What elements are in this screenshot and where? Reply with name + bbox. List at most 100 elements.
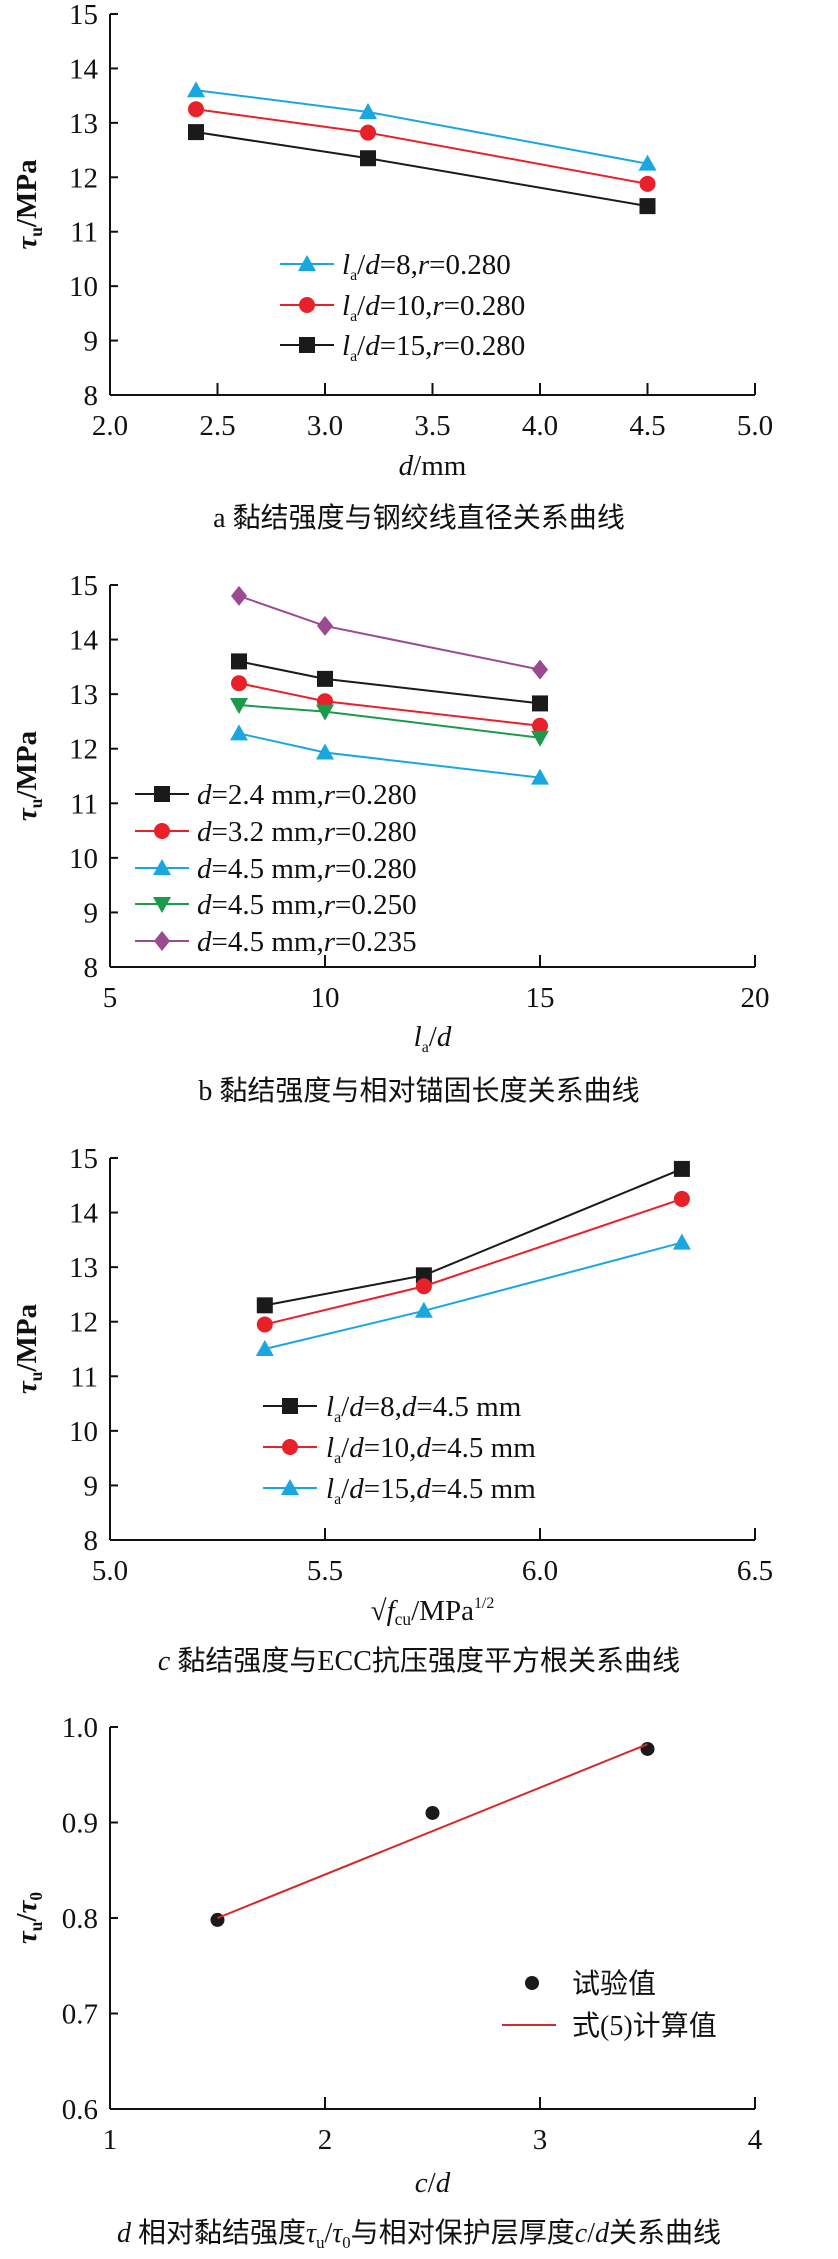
y-tick-label: 10	[69, 271, 98, 303]
circle-marker	[299, 297, 315, 313]
circle-marker	[415, 1278, 432, 1295]
series-2	[230, 724, 549, 785]
x-tick-label: 2	[318, 2124, 333, 2156]
square-marker	[282, 1398, 298, 1414]
triangle-marker	[638, 154, 657, 171]
series-1	[256, 1190, 690, 1333]
triangle-down-marker	[230, 698, 248, 715]
x-tick-label: 10	[311, 982, 340, 1014]
legend-label: la​/d=15,d=4.5 mm	[326, 1473, 536, 1508]
y-tick-label: 8	[84, 1525, 99, 1557]
circle-marker	[425, 1805, 440, 1820]
x-tick-label: 3.5	[414, 410, 450, 442]
series-0	[256, 1160, 690, 1314]
square-marker	[639, 198, 656, 215]
square-marker	[299, 337, 315, 353]
legend-label: la​/d=15,r=0.280	[342, 330, 525, 365]
legend-label: 式(5)计算值	[572, 2010, 717, 2042]
chart-a: 8 9 10 11 12 13 14 15 2.0 2.5 3.0 3.5 4.0 4.5 5.0 d/mm τ…	[11, 0, 773, 534]
legend-item: d=2.4 mm,r=0.280	[135, 779, 417, 811]
x-axis-label: d/mm	[399, 450, 467, 482]
x-tick-label: 5.5	[307, 1555, 343, 1587]
series-line	[238, 594, 541, 671]
y-tick-label: 10	[69, 1416, 98, 1448]
circle-marker	[188, 101, 204, 118]
circle-marker	[673, 1190, 690, 1207]
x-axis-label: la​/d	[414, 1021, 452, 1056]
legend-label: d=3.2 mm,r=0.280	[197, 816, 417, 848]
legend-label: d=4.5 mm,r=0.250	[197, 889, 417, 921]
legend-label: 试验值	[572, 1968, 656, 2000]
x-tick-label: 3	[533, 2124, 548, 2156]
square-marker	[154, 786, 170, 802]
legend-label: la​/d=10,d=4.5 mm	[326, 1432, 536, 1467]
y-tick-label: 11	[70, 217, 98, 249]
y-tick-label: 12	[69, 1307, 98, 1339]
legend-label: d=2.4 mm,r=0.280	[197, 779, 417, 811]
y-tick-label: 9	[84, 326, 99, 358]
x-tick-label: 5	[103, 982, 118, 1014]
legend-item: 试验值	[525, 1968, 656, 2000]
y-tick-label: 14	[69, 53, 99, 85]
square-marker	[256, 1297, 273, 1314]
series-0	[210, 1741, 655, 1927]
y-tick-label: 13	[69, 108, 98, 140]
y-tick-label: 14	[69, 1198, 99, 1230]
diamond-marker	[231, 585, 247, 606]
series-1	[188, 101, 656, 192]
legend-item: d=4.5 mm,r=0.235	[135, 926, 417, 958]
x-tick-label: 4.0	[522, 410, 558, 442]
x-tick-label: 1	[103, 2124, 118, 2156]
circle-marker	[360, 124, 376, 141]
chart-caption: c 黏结强度与ECC抗压强度平方根关系曲线	[158, 1645, 680, 1677]
series-line	[238, 660, 541, 705]
y-axis-label: τu​/MPa	[11, 1303, 46, 1394]
y-tick-label: 13	[69, 1252, 98, 1284]
y-tick-label: 0.7	[62, 1999, 98, 2031]
y-tick-label: 8	[84, 380, 99, 412]
triangle-marker	[281, 1479, 299, 1495]
triangle-marker	[414, 1301, 433, 1318]
x-tick-label: 6.0	[522, 1555, 558, 1587]
y-tick-label: 1.0	[62, 1712, 98, 1744]
series-line	[238, 732, 541, 779]
legend-item: d=4.5 mm,r=0.250	[135, 889, 417, 921]
square-marker	[532, 695, 548, 712]
circle-marker	[640, 1741, 655, 1756]
chart-caption: b 黏结强度与相对锚固长度关系曲线	[198, 1075, 639, 1107]
x-tick-label: 15	[526, 982, 555, 1014]
triangle-down-marker	[531, 730, 549, 747]
circle-marker	[256, 1316, 273, 1333]
circle-marker	[639, 175, 656, 192]
y-tick-label: 12	[69, 162, 98, 194]
square-marker	[317, 670, 333, 687]
y-tick-label: 8	[84, 952, 99, 984]
square-marker	[188, 124, 204, 141]
triangle-marker	[187, 81, 205, 98]
chart-caption: d 相对黏结强度τu​/τ0​与相对保护层厚度c/d关系曲线	[117, 2217, 721, 2252]
series-line	[195, 108, 648, 185]
legend-label: la​/d=8,d=4.5 mm	[326, 1391, 522, 1426]
series-0	[187, 81, 657, 171]
y-tick-label: 11	[70, 788, 98, 820]
chart-caption: a 黏结强度与钢绞线直径关系曲线	[213, 502, 625, 534]
x-tick-label: 3.0	[307, 410, 343, 442]
y-axis-label: τu​/MPa	[11, 730, 46, 821]
triangle-marker	[359, 102, 377, 119]
diamond-marker	[154, 931, 170, 951]
square-marker	[360, 150, 376, 167]
circle-marker	[532, 717, 548, 734]
series-line	[264, 1197, 683, 1326]
series-line	[264, 1167, 683, 1307]
series-line	[264, 1241, 683, 1350]
legend-item: la​/d=10,r=0.280	[280, 290, 525, 325]
triangle-down-marker	[153, 897, 171, 913]
triangle-marker	[230, 724, 248, 741]
chart-d: 0.6 0.7 0.8 0.9 1.0 1 2 3 4 c/d τu​/τ0​ d 相对黏结强度τu​…	[11, 1712, 763, 2252]
legend-item: 式(5)计算值	[502, 2010, 717, 2042]
y-tick-label: 0.8	[62, 1903, 98, 1935]
series-4	[231, 585, 548, 680]
x-tick-label: 5.0	[737, 410, 773, 442]
y-tick-label: 0.6	[62, 2094, 98, 2126]
series-0	[231, 653, 548, 712]
